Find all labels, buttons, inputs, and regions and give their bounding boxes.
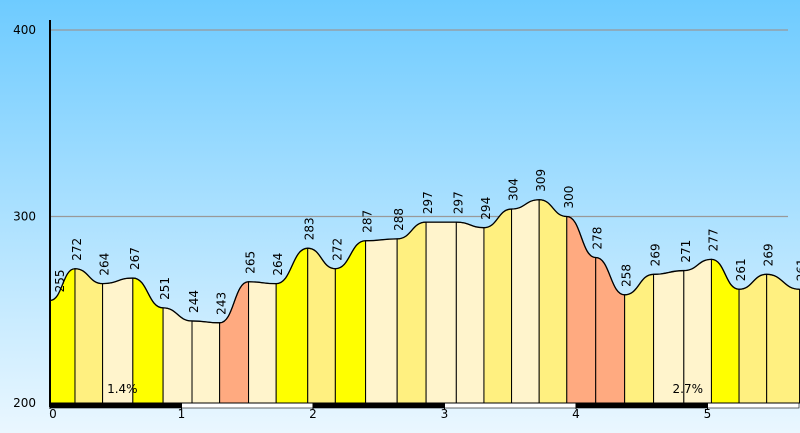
- elevation-segment: [425, 221, 457, 404]
- elevation-segment: [74, 268, 104, 404]
- elevation-segment: [162, 307, 193, 404]
- elevation-outline: [49, 199, 800, 324]
- x-tick-label: 4: [572, 407, 580, 421]
- y-tick-label: 300: [13, 210, 36, 224]
- elevation-label: 269: [649, 243, 663, 266]
- x-tick-label: 0: [49, 407, 57, 421]
- elevation-segment: [191, 320, 221, 404]
- elevation-label: 264: [271, 253, 285, 276]
- distance-scale-segment: [444, 402, 577, 409]
- elevation-label: 300: [562, 186, 576, 209]
- elevation-label: 261: [795, 258, 800, 281]
- elevation-label: 265: [244, 251, 258, 274]
- distance-scale-segment: [575, 402, 708, 409]
- elevation-segment: [738, 273, 768, 404]
- grid-lines: [50, 29, 788, 218]
- elevation-label: 297: [451, 191, 465, 214]
- distance-scale-segment: [49, 402, 182, 409]
- elevation-label: 255: [53, 270, 67, 293]
- elevation-label: 277: [706, 228, 720, 251]
- elevation-segment: [511, 199, 540, 404]
- elevation-segment: [766, 273, 800, 404]
- x-tick-label: 3: [441, 407, 449, 421]
- distance-scale-segment: [707, 402, 800, 409]
- elevation-label: 278: [591, 227, 605, 250]
- elevation-line: [49, 199, 800, 324]
- elevation-label: 271: [679, 240, 693, 263]
- elevation-segment: [396, 221, 427, 404]
- elevation-label: 251: [158, 277, 172, 300]
- elevation-label: 294: [479, 197, 493, 220]
- elevation-segment: [248, 281, 277, 404]
- elevation-segment: [307, 247, 336, 404]
- y-tick-label: 200: [13, 396, 36, 410]
- gradient-annotation: 1.4%: [107, 382, 138, 396]
- elevation-label: 258: [620, 264, 634, 287]
- elevation-segment: [455, 221, 485, 404]
- elevation-label: 243: [215, 292, 229, 315]
- elevation-segment: [483, 208, 513, 404]
- elevation-segment: [538, 199, 568, 404]
- elevation-label: 287: [361, 210, 375, 233]
- x-tick-label: 5: [704, 407, 712, 421]
- distance-scale-segment: [181, 402, 314, 409]
- elevation-label: 288: [392, 208, 406, 231]
- elevation-label: 283: [303, 217, 317, 240]
- y-tick-label: 400: [13, 23, 36, 37]
- elevation-label: 261: [734, 258, 748, 281]
- elevation-label: 304: [507, 178, 521, 201]
- elevation-label: 264: [98, 253, 112, 276]
- axes: 200 300 400 0 1 2 3 4 5: [13, 20, 800, 421]
- gradient-annotation: 2.7%: [673, 382, 704, 396]
- elevation-label: 267: [128, 247, 142, 270]
- elevation-segment: [365, 238, 398, 404]
- elevation-label: 272: [70, 238, 84, 261]
- elevation-label: 309: [534, 169, 548, 192]
- distance-scale-segment: [312, 402, 445, 409]
- elevation-label: 272: [330, 238, 344, 261]
- elevation-label: 244: [187, 290, 201, 313]
- elevation-label: 297: [421, 191, 435, 214]
- x-tick-label: 1: [178, 407, 186, 421]
- x-tick-label: 2: [309, 407, 317, 421]
- elevation-label: 269: [762, 243, 776, 266]
